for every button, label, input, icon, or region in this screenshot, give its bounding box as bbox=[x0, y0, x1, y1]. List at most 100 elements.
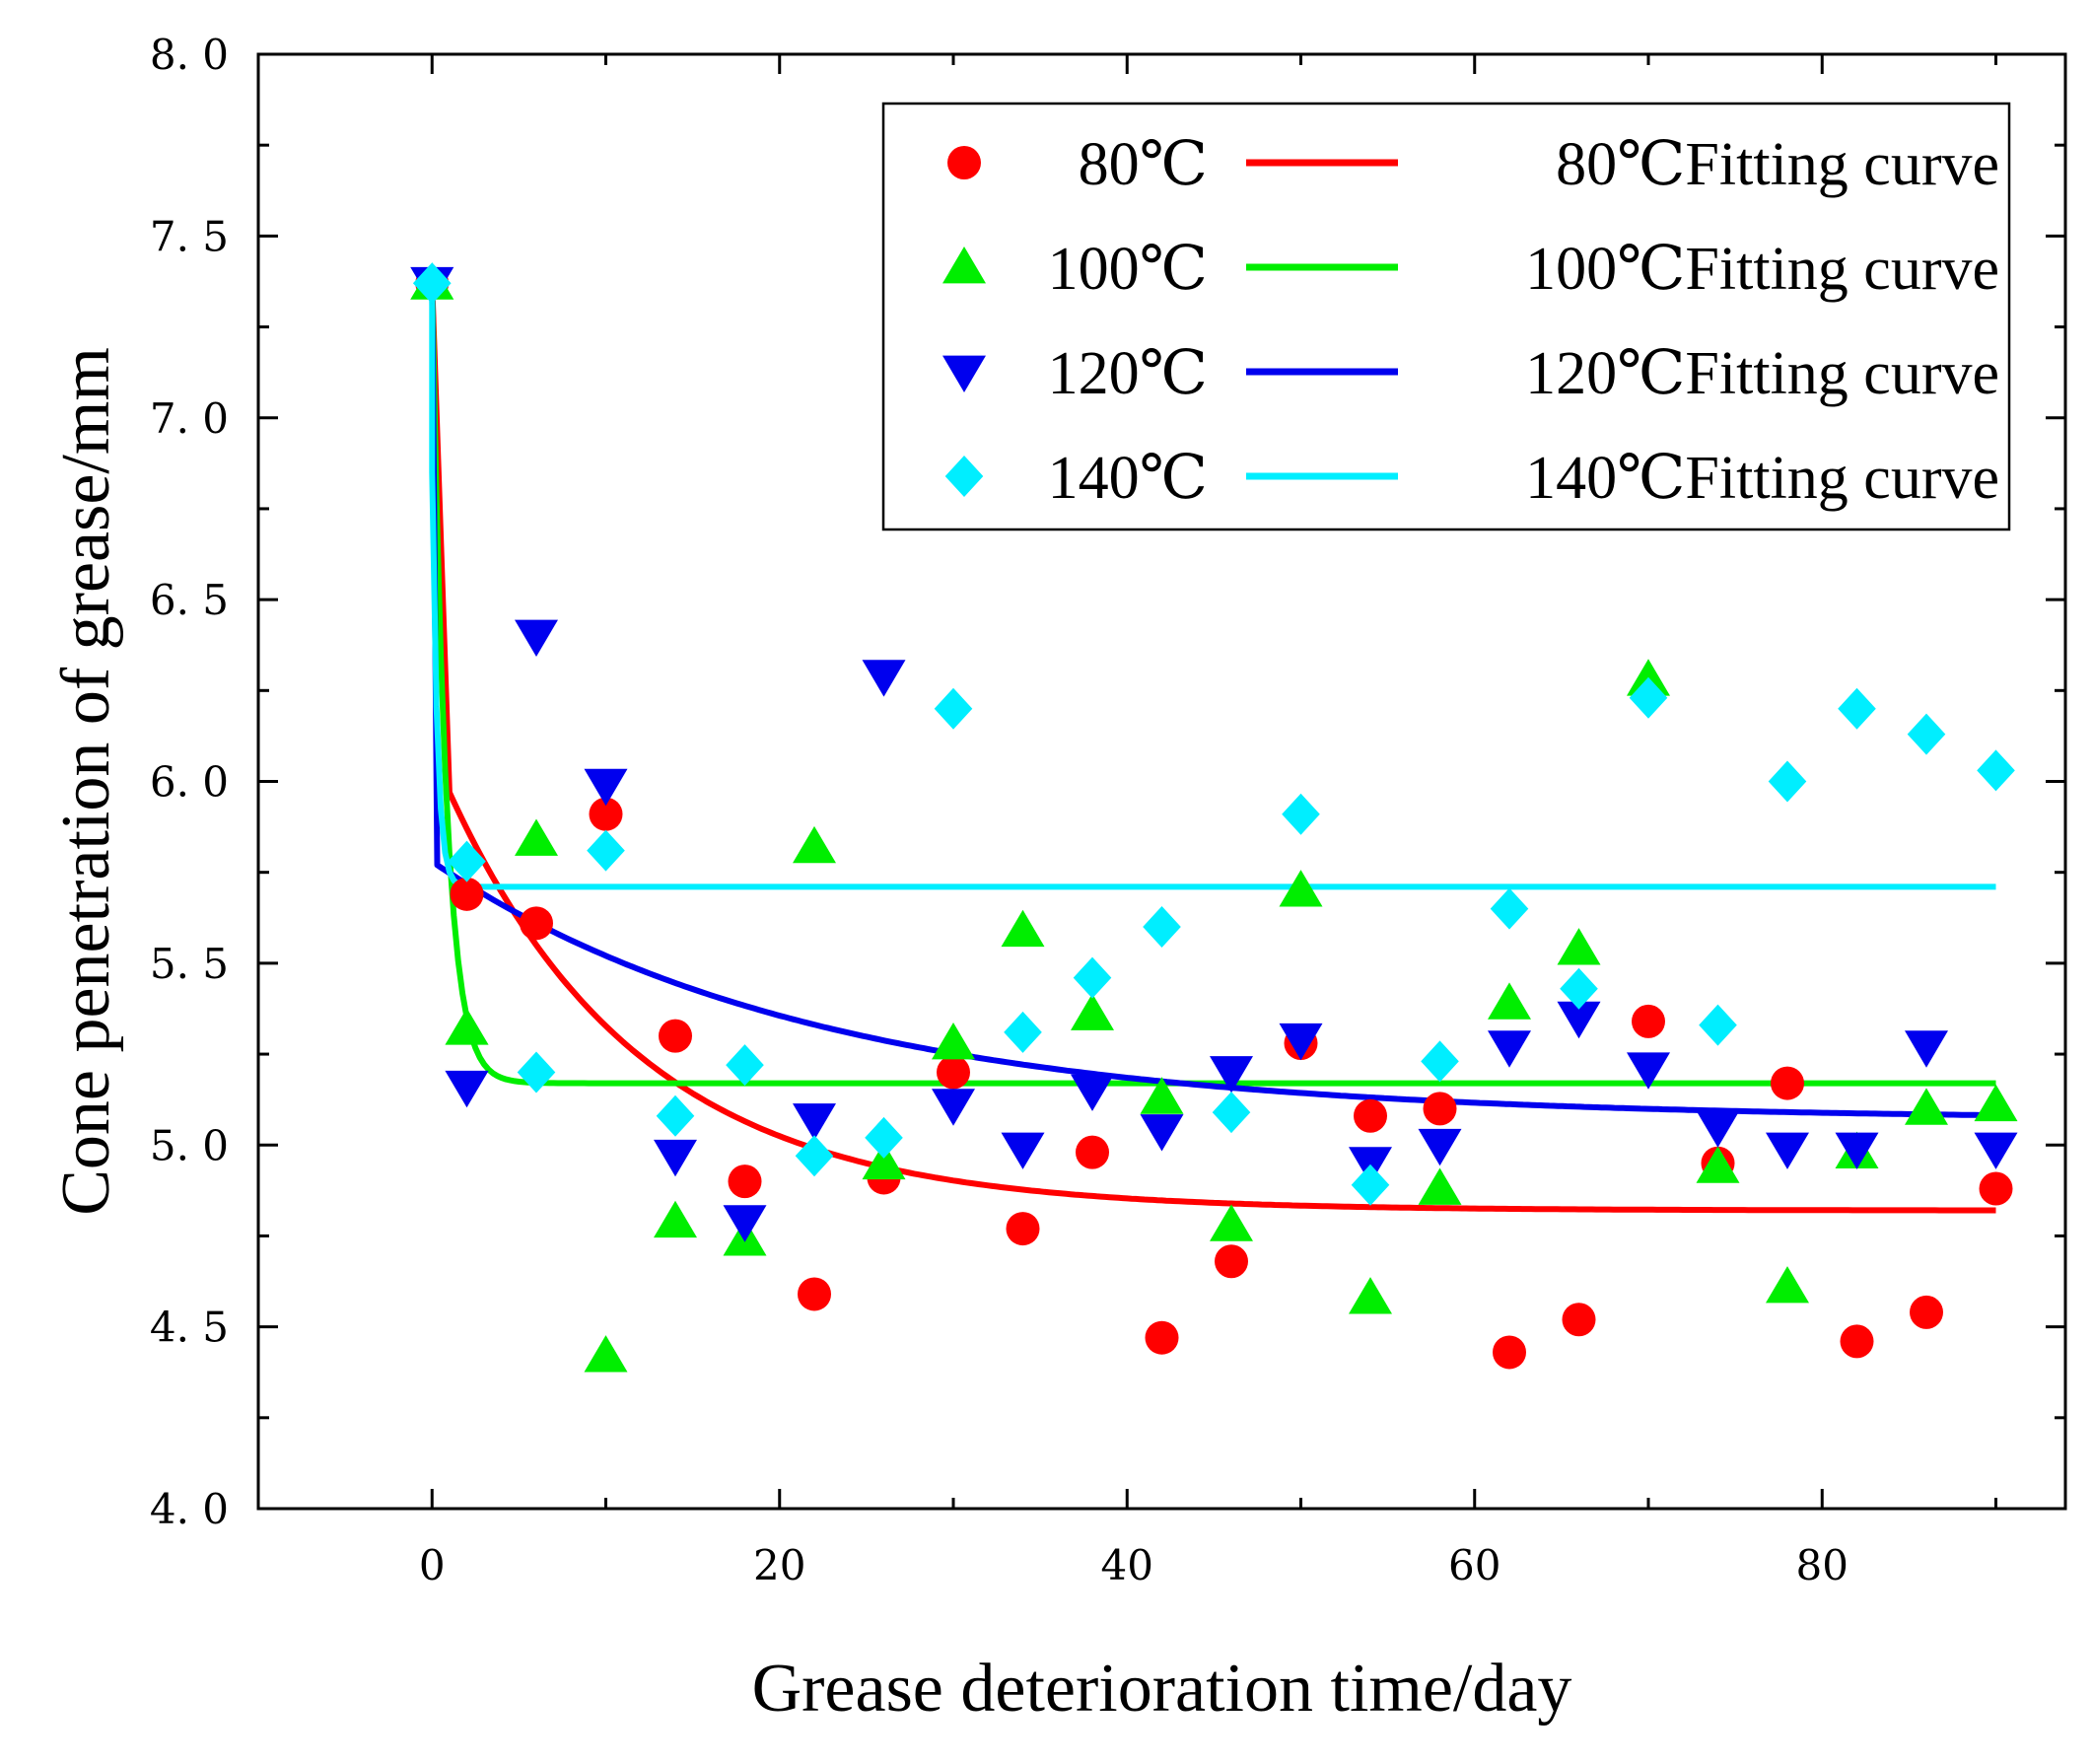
data-point bbox=[798, 1277, 831, 1311]
data-point bbox=[865, 1116, 903, 1159]
data-point bbox=[726, 1044, 764, 1087]
data-point bbox=[1421, 1040, 1459, 1083]
data-point bbox=[1071, 1074, 1114, 1111]
data-point bbox=[1905, 1088, 1948, 1125]
data-point bbox=[412, 262, 452, 305]
data-point bbox=[1838, 687, 1876, 730]
data-point bbox=[1840, 1324, 1874, 1359]
data-point bbox=[1557, 928, 1601, 965]
data-point bbox=[1215, 1244, 1248, 1279]
data-point bbox=[1071, 993, 1114, 1030]
data-point bbox=[1418, 1167, 1462, 1205]
data-point bbox=[1562, 1303, 1596, 1337]
data-point bbox=[728, 1164, 762, 1199]
fit-curve-100℃ bbox=[429, 283, 1996, 1087]
y-tick-label: 7. 0 bbox=[150, 394, 229, 443]
data-point bbox=[1001, 1132, 1045, 1169]
data-point bbox=[520, 906, 553, 941]
data-point bbox=[1771, 1066, 1804, 1100]
data-point bbox=[515, 619, 558, 657]
data-point bbox=[1354, 1098, 1387, 1133]
data-point bbox=[1076, 1135, 1109, 1169]
x-tick-label: 80 bbox=[1796, 1541, 1849, 1589]
data-point bbox=[1279, 870, 1323, 907]
data-point bbox=[1004, 1011, 1042, 1053]
data-point bbox=[654, 1200, 697, 1238]
legend-marker bbox=[942, 355, 986, 392]
data-point bbox=[1145, 1320, 1179, 1355]
data-point bbox=[517, 1051, 556, 1094]
data-point bbox=[1910, 1295, 1943, 1329]
x-tick-label: 20 bbox=[753, 1541, 805, 1589]
data-point bbox=[795, 1135, 834, 1177]
data-point bbox=[1488, 1030, 1531, 1068]
data-point bbox=[1766, 1132, 1809, 1169]
data-point bbox=[1282, 793, 1320, 835]
data-point bbox=[862, 1142, 906, 1180]
data-point bbox=[654, 1139, 697, 1177]
x-axis-title: Grease deterioration time/day bbox=[752, 1651, 1572, 1727]
x-tick-label: 0 bbox=[419, 1541, 446, 1589]
data-point bbox=[1632, 1004, 1665, 1038]
y-tick-label: 4. 0 bbox=[150, 1485, 229, 1533]
x-tick-label: 40 bbox=[1101, 1541, 1153, 1589]
y-tick-label: 7. 5 bbox=[150, 212, 229, 260]
data-point bbox=[932, 1023, 975, 1060]
data-point bbox=[1977, 749, 2015, 792]
y-tick-label: 5. 0 bbox=[150, 1121, 229, 1169]
data-point bbox=[934, 687, 973, 730]
x-tick-label: 60 bbox=[1448, 1541, 1500, 1589]
data-point bbox=[1490, 887, 1529, 930]
data-point bbox=[445, 1070, 489, 1108]
data-point bbox=[584, 1335, 628, 1373]
data-point bbox=[656, 1094, 695, 1137]
data-point bbox=[587, 829, 625, 872]
fit-curve-80℃ bbox=[429, 283, 1996, 1214]
legend-label: 140℃ bbox=[1048, 445, 1208, 512]
data-point bbox=[1488, 982, 1531, 1020]
data-point bbox=[1210, 1204, 1253, 1241]
data-point bbox=[1351, 1164, 1390, 1206]
data-point bbox=[1423, 1092, 1457, 1126]
data-point bbox=[937, 1055, 970, 1090]
y-tick-label: 5. 5 bbox=[150, 940, 229, 988]
data-point bbox=[445, 1008, 489, 1045]
data-point bbox=[1907, 713, 1946, 755]
data-point bbox=[1210, 1056, 1253, 1094]
data-point bbox=[1627, 1052, 1670, 1090]
legend-fit-label: 80℃Fitting curve bbox=[1556, 131, 1999, 198]
data-point bbox=[1557, 1001, 1601, 1039]
data-point bbox=[1974, 1084, 2018, 1122]
data-point bbox=[1349, 1277, 1392, 1314]
data-point bbox=[1766, 1266, 1809, 1304]
data-point bbox=[589, 797, 623, 831]
legend-marker bbox=[944, 456, 984, 497]
data-point bbox=[1979, 1171, 2013, 1206]
legend-box bbox=[881, 102, 2011, 531]
y-tick-label: 6. 0 bbox=[150, 758, 229, 807]
data-point bbox=[1560, 967, 1598, 1010]
fit-curve-140℃ bbox=[429, 283, 1996, 890]
data-point bbox=[1212, 1092, 1251, 1134]
data-point bbox=[1140, 1114, 1184, 1152]
y-tick-label: 4. 5 bbox=[150, 1304, 229, 1352]
legend-marker bbox=[942, 247, 986, 284]
legend-label: 100℃ bbox=[1048, 236, 1208, 303]
legend: 80℃ 80℃Fitting curve 100℃ 100℃Fitting curve… bbox=[881, 102, 2011, 531]
y-tick-label: 8. 0 bbox=[150, 31, 229, 79]
data-point bbox=[1006, 1212, 1040, 1246]
data-point bbox=[793, 1103, 836, 1141]
legend-fit-label: 140℃Fitting curve bbox=[1525, 445, 1999, 512]
data-point bbox=[1696, 1110, 1740, 1148]
y-axis-title: Cone penetration of grease/mm bbox=[48, 347, 124, 1216]
data-point bbox=[1696, 1146, 1740, 1183]
data-point bbox=[862, 660, 906, 697]
data-point bbox=[1629, 676, 1668, 719]
data-point bbox=[932, 1089, 975, 1126]
data-point bbox=[1493, 1335, 1526, 1370]
data-point bbox=[1768, 760, 1807, 803]
data-point bbox=[1140, 1077, 1184, 1114]
legend-fit-label: 100℃Fitting curve bbox=[1525, 236, 1999, 303]
legend-label: 120℃ bbox=[1048, 340, 1208, 407]
